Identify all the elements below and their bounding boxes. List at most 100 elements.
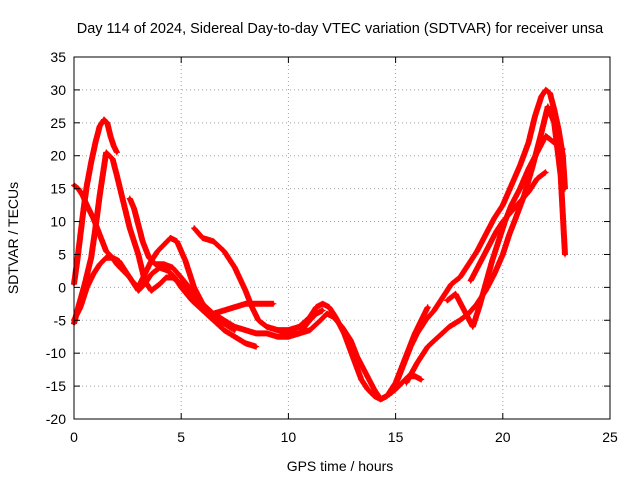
- series-markers: [71, 149, 260, 350]
- data-point: [396, 377, 400, 382]
- data-point: [486, 246, 490, 250]
- data-point: [372, 394, 376, 398]
- data-point: [233, 305, 237, 309]
- data-point: [415, 361, 419, 365]
- data-point: [136, 285, 140, 289]
- x-tick-label: 5: [177, 429, 185, 445]
- data-point: [492, 272, 496, 276]
- data-point: [243, 341, 248, 345]
- data-point: [211, 239, 215, 243]
- data-point: [552, 121, 556, 125]
- data-point: [254, 331, 258, 336]
- data-points: [71, 86, 568, 403]
- y-tick-label: 35: [50, 49, 66, 65]
- data-point: [80, 193, 85, 197]
- data-point: [123, 269, 128, 273]
- data-point: [415, 331, 419, 336]
- data-point: [130, 279, 134, 283]
- data-point: [533, 114, 537, 118]
- data-point: [426, 345, 430, 349]
- data-point: [507, 233, 511, 237]
- data-point: [250, 305, 254, 309]
- data-point: [173, 275, 177, 280]
- data-point: [348, 338, 353, 342]
- data-point: [385, 394, 389, 398]
- data-point: [402, 361, 406, 365]
- data-point: [378, 397, 383, 401]
- data-point: [526, 140, 531, 145]
- data-point: [243, 289, 248, 293]
- data-point: [254, 345, 258, 349]
- data-point: [211, 315, 215, 319]
- data-point: [233, 266, 237, 270]
- data-point: [179, 275, 183, 280]
- data-point: [372, 387, 376, 391]
- series-markers: [191, 225, 425, 403]
- data-point: [544, 134, 548, 138]
- y-tick-label: 15: [50, 181, 66, 197]
- data-point: [158, 282, 162, 286]
- data-point: [233, 335, 237, 339]
- data-point: [509, 210, 513, 214]
- data-point: [389, 391, 393, 395]
- data-point: [436, 335, 441, 339]
- data-point: [518, 164, 522, 168]
- data-point: [93, 140, 98, 145]
- y-tick-label: 0: [58, 279, 66, 295]
- data-point: [168, 236, 173, 240]
- data-point: [192, 226, 196, 230]
- data-point: [222, 308, 226, 312]
- data-point: [518, 200, 522, 204]
- data-point: [400, 381, 404, 385]
- y-tick-label: 25: [50, 115, 66, 131]
- data-point: [297, 325, 301, 329]
- data-point: [501, 203, 505, 207]
- data-point: [509, 183, 513, 187]
- data-point: [548, 91, 552, 95]
- data-point: [518, 187, 522, 191]
- data-point: [471, 325, 475, 329]
- data-point: [308, 328, 312, 332]
- data-point: [115, 173, 119, 178]
- x-tick-label: 10: [281, 429, 297, 445]
- data-point: [325, 312, 329, 316]
- data-point: [85, 285, 89, 289]
- data-point: [413, 374, 417, 378]
- data-point: [141, 239, 145, 243]
- data-point: [484, 233, 488, 237]
- series-arc-e: [126, 195, 238, 334]
- data-point: [136, 252, 140, 257]
- data-point: [115, 262, 119, 266]
- data-point: [89, 256, 93, 260]
- data-point: [121, 200, 125, 204]
- data-point: [404, 381, 408, 385]
- data-point: [321, 302, 325, 306]
- data-point: [419, 377, 423, 382]
- data-point: [477, 262, 481, 266]
- data-point: [147, 256, 151, 260]
- data-point: [355, 354, 359, 359]
- data-point: [340, 325, 344, 329]
- data-point: [318, 318, 323, 322]
- data-point: [91, 216, 95, 220]
- data-point: [276, 328, 280, 332]
- data-point: [192, 285, 196, 289]
- plot-frame: [73, 56, 611, 420]
- data-point: [276, 335, 280, 339]
- data-point: [321, 308, 325, 312]
- series-arc-f: [191, 225, 425, 403]
- data-point: [128, 226, 132, 230]
- data-point: [526, 190, 531, 194]
- data-point: [104, 256, 108, 260]
- data-point: [484, 282, 488, 286]
- data-point: [363, 371, 368, 375]
- data-point: [552, 108, 556, 112]
- data-point: [143, 282, 147, 286]
- data-point: [271, 302, 275, 306]
- data-point: [132, 206, 136, 210]
- data-point: [432, 308, 436, 312]
- data-point: [552, 140, 556, 145]
- data-point: [331, 315, 336, 319]
- data-point: [91, 272, 95, 276]
